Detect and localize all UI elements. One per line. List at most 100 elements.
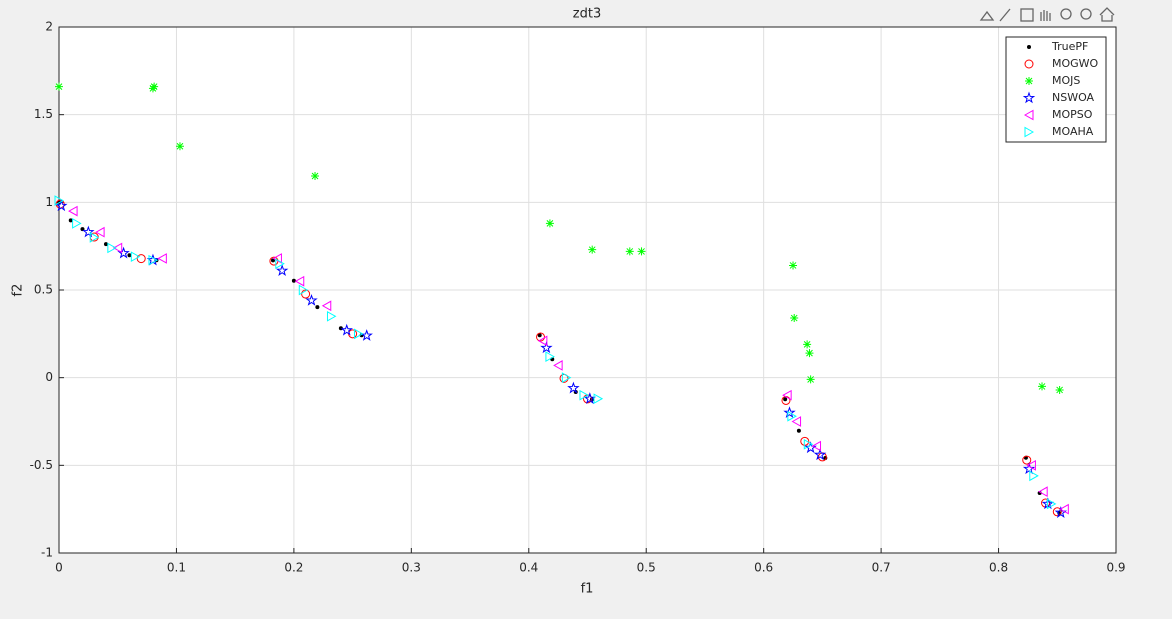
y-tick-label: 1.5 [34,107,53,121]
x-tick-label: 0.2 [284,561,303,575]
toolbar-icon[interactable] [1080,8,1092,20]
x-tick-label: 0.7 [872,561,891,575]
dot [127,253,132,258]
circle-marker [1052,507,1062,517]
triangle-marker [89,232,100,243]
legend-label: MOGWO [1052,57,1099,70]
star-marker [783,406,796,419]
x-tick-label: 0.4 [519,561,538,575]
triangle-marker [1029,470,1039,482]
triangle-marker [787,410,797,422]
dot [537,333,542,338]
triangle-marker [561,372,572,384]
triangle-marker [782,389,792,401]
legend: TruePF MOGWO MOJS NSWOA MOPSO MOAHA [1005,36,1107,143]
asterisk-marker [55,82,63,91]
toolbar[interactable] [979,7,1115,22]
star-marker [55,199,68,212]
triangle-marker [1059,503,1069,515]
asterisk-marker [311,172,320,181]
x-tick-label: 0.8 [989,561,1008,575]
triangle-marker [72,218,82,229]
chart-title: zdt3 [573,7,601,22]
toolbar-icon[interactable] [999,8,1011,22]
triangle-marker [1023,109,1034,121]
x-tick-label: 0.1 [167,561,186,575]
circle-marker [1022,455,1032,465]
asterisk-marker [1055,385,1064,394]
triangle-marker [1024,126,1035,138]
star-marker [583,392,597,404]
star-marker [275,264,289,276]
asterisk-marker [545,219,554,228]
triangle-marker [68,205,78,217]
triangle-marker [353,328,364,340]
circle-marker [301,289,311,299]
dot [103,242,108,247]
legend-box [1005,36,1107,143]
toolbar-icon[interactable] [1040,10,1051,21]
triangle-marker [1026,459,1036,471]
triangle-marker [811,440,822,452]
triangle-marker [321,300,332,312]
circle-marker [136,254,146,264]
triangle-marker [1046,498,1057,510]
asterisk-marker [150,82,159,91]
triangle-marker [803,438,814,450]
dot [291,278,296,283]
toolbar-icon[interactable] [1099,7,1115,22]
asterisk-marker [637,247,646,256]
asterisk-marker [625,247,634,256]
x-tick-label: 0.9 [1106,561,1125,575]
asterisk-marker [803,340,812,349]
circle-marker [536,332,546,342]
asterisk-marker [805,349,814,358]
star-marker [82,225,95,238]
triangle-marker [294,275,305,287]
triangle-marker [130,251,141,263]
triangle-marker [148,254,158,266]
x-axis-label: f1 [581,582,594,597]
x-tick-label: 0.6 [754,561,773,575]
triangle-marker [157,253,167,264]
legend-label: MOPSO [1052,108,1093,121]
asterisk-marker [175,142,184,151]
triangle-marker [298,284,309,296]
triangle-marker [95,226,105,238]
toolbar-icon[interactable] [1060,8,1072,20]
dot [270,258,275,263]
dot [1027,45,1031,49]
triangle-marker [537,335,548,347]
y-tick-label: 0 [45,370,53,384]
circle-marker [1024,59,1034,69]
triangle-marker [791,416,802,427]
x-tick-label: 0.5 [637,561,656,575]
triangle-marker [54,195,65,206]
star-marker [1022,462,1036,475]
legend-label: TruePF [1051,40,1088,53]
toolbar-icon[interactable] [1020,8,1034,22]
triangle-marker [545,351,555,362]
asterisk-marker [588,245,597,254]
triangle-marker [593,393,604,405]
y-tick-label: 0.5 [34,283,53,297]
dot [783,397,788,402]
star-marker [804,441,817,454]
asterisk-marker [806,375,815,384]
asterisk-marker [1025,77,1033,85]
star-marker [540,341,553,354]
y-tick-label: -1 [41,546,53,560]
triangle-marker [1038,486,1048,497]
dot [68,218,73,223]
legend-label: MOJS [1052,74,1080,87]
triangle-marker [553,360,563,371]
x-tick-label: 0 [55,561,63,575]
axes-box [58,26,1117,554]
dot [315,305,320,310]
toolbar-icon[interactable] [979,10,995,21]
star-marker [567,381,580,394]
dot [796,428,801,433]
y-tick-label: 1 [45,195,53,209]
triangle-marker [275,258,285,270]
